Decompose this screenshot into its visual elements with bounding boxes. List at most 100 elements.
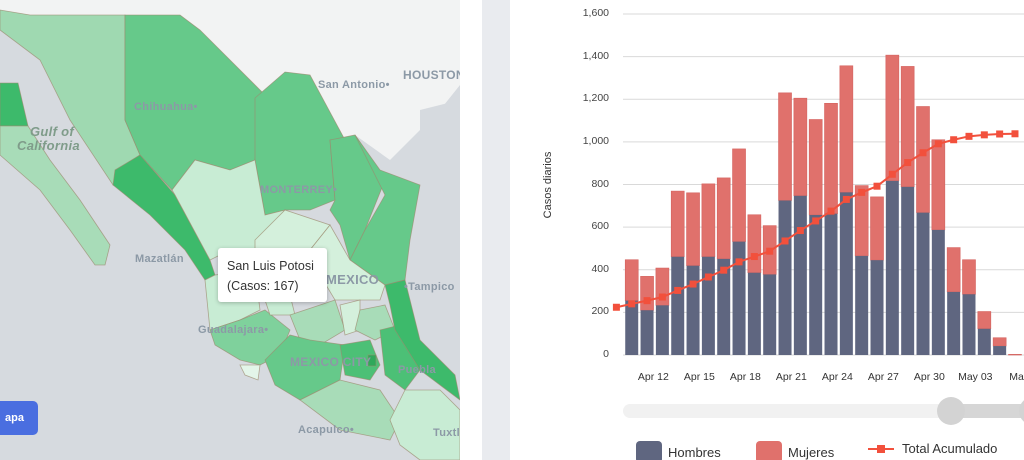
point-total-acumulado <box>704 273 712 281</box>
x-tick-label: Apr 15 <box>683 371 715 383</box>
y-tick-label: 1,400 <box>582 49 609 62</box>
map-label-san-antonio: San Antonio• <box>318 79 390 91</box>
map-label-chihuahua: Chihuahua• <box>134 101 198 113</box>
state-oaxaca[interactable] <box>389 389 460 460</box>
bar-mujeres <box>962 259 976 295</box>
point-total-acumulado <box>720 266 728 274</box>
x-tick-label: May 03 <box>958 371 993 383</box>
tooltip-cases: (Casos: 167) <box>227 279 299 293</box>
bar-mujeres <box>992 337 1007 347</box>
map-button[interactable]: apa <box>0 401 38 435</box>
bar-mujeres <box>732 148 746 242</box>
point-total-acumulado <box>873 182 881 190</box>
point-total-acumulado <box>674 286 682 294</box>
legend-label-total-acumulado: Total Acumulado <box>902 441 998 456</box>
point-total-acumulado <box>888 170 896 178</box>
x-tick-label: Apr 18 <box>729 371 761 383</box>
point-total-acumulado <box>628 300 636 308</box>
bar-mujeres <box>885 54 900 182</box>
bar-hombres <box>655 305 669 355</box>
bar-hombres <box>625 300 639 355</box>
bar-hombres <box>916 212 930 355</box>
point-total-acumulado <box>796 227 804 235</box>
bar-mujeres <box>824 102 838 214</box>
range-slider-selection[interactable] <box>950 404 1024 418</box>
map-label-california: California <box>17 138 80 153</box>
bar-hombres <box>947 291 961 355</box>
y-tick-label: 600 <box>591 220 609 233</box>
bar-mujeres <box>900 66 915 188</box>
map-tooltip: San Luis Potosi (Casos: 167) <box>218 248 327 302</box>
choropleth-map[interactable]: HOUSTON San Antonio• Chihuahua• Gulf of … <box>0 0 460 460</box>
point-total-acumulado <box>643 297 651 305</box>
x-tick-label: Apr 12 <box>637 371 669 383</box>
state-baja-california-sur[interactable] <box>0 125 111 266</box>
bar-hombres <box>855 255 869 355</box>
legend-item-mujeres[interactable]: Mujeres <box>756 441 834 460</box>
map-label-acapulco: Acapulco• <box>298 424 355 436</box>
bar-mujeres <box>778 92 792 201</box>
map-label-gulf-of: Gulf of <box>30 124 74 139</box>
point-total-acumulado <box>827 207 835 215</box>
map-label-puebla: Puebla <box>398 364 436 376</box>
legend-item-total-acumulado[interactable]: Total Acumulado <box>868 441 997 456</box>
state-guanajuato[interactable] <box>289 299 346 346</box>
point-total-acumulado <box>1011 130 1019 138</box>
bar-mujeres <box>870 196 884 261</box>
map-label-monterrey: MONTERREY• <box>260 184 338 196</box>
bar-hombres <box>870 260 884 355</box>
range-slider[interactable] <box>623 404 1024 418</box>
bar-hombres <box>993 346 1007 355</box>
state-michoacan[interactable] <box>264 334 346 401</box>
chart-plot <box>612 13 1024 356</box>
point-total-acumulado <box>996 130 1004 138</box>
bar-hombres <box>778 200 792 355</box>
point-total-acumulado <box>919 149 927 157</box>
legend-item-hombres[interactable]: Hombres <box>636 441 721 460</box>
bar-mujeres <box>686 192 700 267</box>
bar-mujeres <box>1008 354 1022 356</box>
map-canvas[interactable] <box>0 0 460 460</box>
y-tick-label: 800 <box>591 177 609 190</box>
point-total-acumulado <box>812 217 820 225</box>
bar-hombres <box>763 274 777 355</box>
range-slider-start-handle[interactable] <box>936 397 965 425</box>
point-total-acumulado <box>965 132 973 140</box>
legend-line-icon <box>868 444 894 453</box>
state-cdmx[interactable] <box>367 354 377 367</box>
bar-mujeres <box>946 247 961 293</box>
point-total-acumulado <box>658 293 666 301</box>
bar-hombres <box>701 256 715 355</box>
bar-mujeres <box>624 259 639 301</box>
bar-hombres <box>732 241 746 355</box>
map-label-mexico-city: MEXICO CITY <box>290 355 372 369</box>
bar-hombres <box>717 258 731 355</box>
map-label-mazatlan: Mazatlán <box>135 253 184 265</box>
state-veracruz[interactable] <box>384 279 460 401</box>
map-label-tuxtla: Tuxtl <box>433 427 460 439</box>
y-tick-label: 0 <box>603 348 609 360</box>
range-slider-end-handle[interactable] <box>1019 397 1024 425</box>
map-label-tampico: •Tampico <box>404 281 455 293</box>
map-label-mexico: MEXICO <box>326 272 380 287</box>
point-total-acumulado <box>950 136 958 144</box>
x-tick-label: May <box>1009 371 1024 383</box>
point-total-acumulado <box>612 303 620 311</box>
state-mexico[interactable] <box>339 339 381 381</box>
bar-hombres <box>885 180 899 355</box>
bar-hombres <box>809 214 823 355</box>
x-tick-label: Apr 21 <box>775 371 807 383</box>
point-total-acumulado <box>842 195 850 203</box>
x-tick-label: Apr 24 <box>821 371 853 383</box>
bar-mujeres <box>839 65 854 193</box>
point-total-acumulado <box>689 280 697 288</box>
point-total-acumulado <box>735 258 743 266</box>
bar-hombres <box>839 192 853 355</box>
point-total-acumulado <box>904 159 912 167</box>
bar-hombres <box>977 328 991 355</box>
state-colima[interactable] <box>239 364 261 381</box>
state-baja-california[interactable] <box>0 82 29 127</box>
map-label-houston: HOUSTON <box>403 68 460 82</box>
bar-hombres <box>901 186 915 355</box>
point-total-acumulado <box>858 188 866 196</box>
